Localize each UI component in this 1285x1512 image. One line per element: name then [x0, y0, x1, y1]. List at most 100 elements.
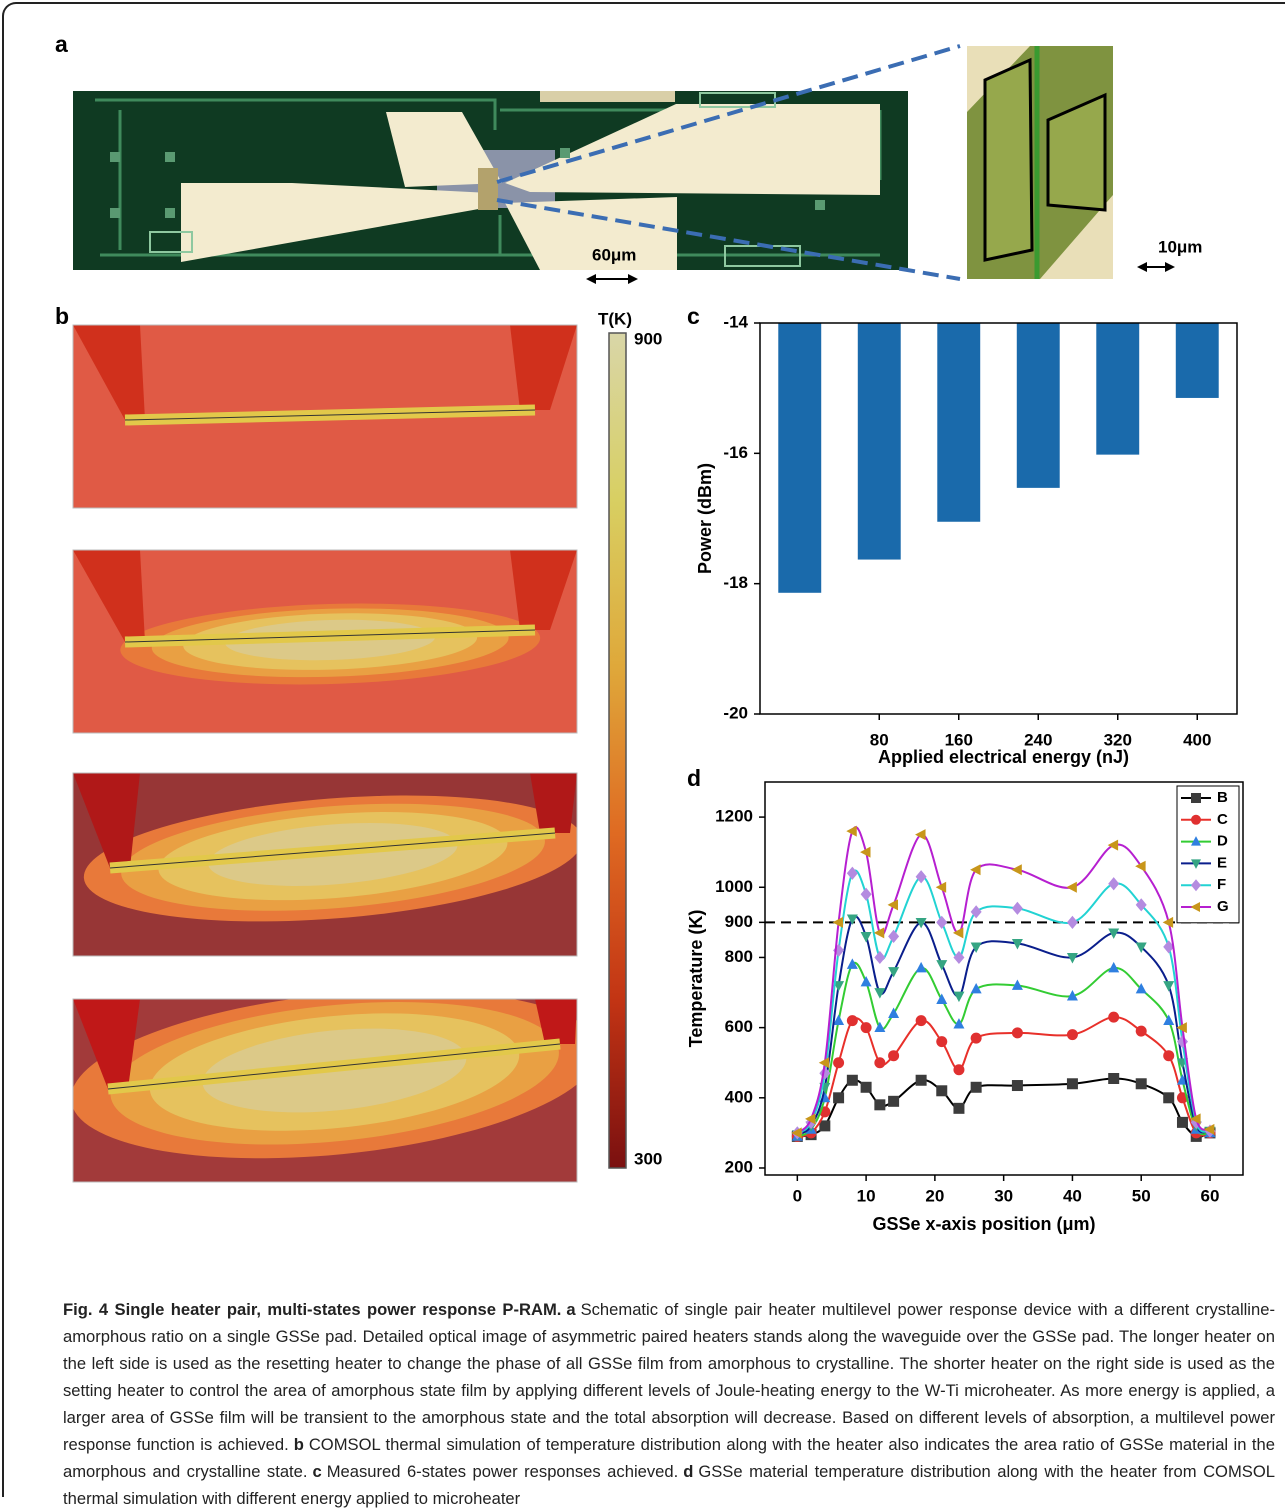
data-point: [953, 950, 965, 965]
bar: [1175, 323, 1219, 398]
legend-label: D: [1217, 833, 1228, 850]
bar: [778, 323, 822, 593]
y-axis-title: Power (dBm): [695, 463, 715, 574]
right-heater: [535, 999, 577, 1044]
bar: [1096, 323, 1140, 455]
caption: Fig. 4 Single heater pair, multi-states …: [63, 1296, 1275, 1512]
data-point: [936, 960, 948, 971]
y-tick-label: 200: [725, 1157, 753, 1176]
left-heater: [73, 773, 140, 868]
data-point: [1108, 1073, 1120, 1085]
data-point: [833, 1057, 845, 1069]
data-point: [1135, 1025, 1147, 1037]
data-point: [915, 961, 927, 973]
caption-text: Schematic of single pair heater multilev…: [63, 1300, 1275, 1454]
data-point: [833, 981, 845, 992]
legend-marker: [1191, 859, 1201, 869]
data-point: [887, 899, 899, 911]
data-point: [874, 1057, 886, 1069]
simulation-content: [73, 325, 577, 508]
legend-label: C: [1217, 811, 1228, 828]
left-heater: [73, 999, 140, 1089]
simulation-image: [72, 772, 578, 957]
simulation-image: [72, 324, 578, 509]
bar: [937, 323, 981, 522]
data-point: [818, 1057, 830, 1069]
data-point: [970, 942, 982, 953]
data-point: [888, 967, 900, 978]
data-point: [860, 846, 871, 858]
data-point: [936, 1036, 948, 1048]
series-line: [796, 915, 1211, 1136]
data-point: [860, 887, 872, 901]
data-point: [915, 1074, 927, 1086]
x-axis-title: Applied electrical energy (nJ): [878, 747, 1129, 767]
x-tick-label: 50: [1132, 1186, 1151, 1205]
series-line: [796, 961, 1211, 1138]
data-point: [832, 916, 843, 928]
data-point: [873, 927, 885, 939]
data-point: [888, 929, 900, 943]
legend-marker: [1190, 902, 1200, 912]
caption-panel: c: [312, 1462, 322, 1481]
caption-title: Fig. 4 Single heater pair, multi-states …: [63, 1300, 562, 1319]
data-point: [888, 1095, 900, 1107]
data-point: [833, 1014, 845, 1026]
caption-panel: a: [566, 1300, 576, 1319]
frame: [72, 772, 578, 957]
data-point: [970, 864, 981, 876]
data-point: [1108, 961, 1120, 973]
data-point: [1135, 1078, 1147, 1090]
data-point: [846, 914, 858, 925]
data-point: [874, 988, 886, 999]
data-point: [1203, 1123, 1215, 1135]
simulation-image: [72, 549, 578, 734]
x-tick-label: 80: [870, 730, 889, 749]
axes-frame: [764, 781, 1244, 1176]
data-point: [935, 881, 947, 893]
caption-panel: d: [683, 1462, 694, 1481]
data-point: [846, 866, 858, 880]
bar: [1016, 323, 1060, 488]
colorbar: [608, 332, 627, 1169]
legend-marker: [1191, 836, 1201, 846]
series-line: [797, 1077, 1211, 1138]
data-point: [970, 982, 982, 994]
frame: [72, 549, 578, 734]
data-point: [1066, 881, 1077, 893]
x-tick-label: 30: [994, 1186, 1013, 1205]
data-point: [1190, 1113, 1201, 1125]
data-point: [833, 1092, 845, 1104]
frame: [72, 998, 578, 1183]
data-point: [1162, 916, 1174, 928]
data-point: [953, 1102, 965, 1114]
zoom-line: [496, 198, 961, 281]
optical-image: [73, 91, 908, 270]
data-point: [936, 1085, 948, 1097]
legend-label: B: [1217, 789, 1228, 806]
data-point: [1066, 915, 1078, 929]
axes-frame: [759, 322, 1238, 715]
right-heater: [510, 325, 577, 410]
x-tick-label: 60: [1201, 1186, 1220, 1205]
data-point: [1066, 1078, 1078, 1090]
panel-label: c: [687, 303, 700, 329]
data-point: [1011, 979, 1023, 990]
data-point: [1108, 928, 1120, 939]
data-point: [1107, 839, 1119, 851]
data-point: [915, 917, 927, 929]
scale-label: 10μm: [1158, 237, 1202, 256]
series-line: [796, 869, 1211, 1134]
data-point: [970, 1081, 982, 1093]
data-point: [1163, 1092, 1175, 1104]
data-point: [1163, 1014, 1175, 1026]
data-point: [1176, 1116, 1188, 1128]
y-tick-label: 1000: [715, 877, 753, 896]
bar: [857, 323, 901, 560]
data-point: [860, 1081, 872, 1093]
right-heater: [510, 550, 577, 630]
x-tick-label: 240: [1024, 730, 1052, 749]
data-point: [953, 1064, 965, 1076]
